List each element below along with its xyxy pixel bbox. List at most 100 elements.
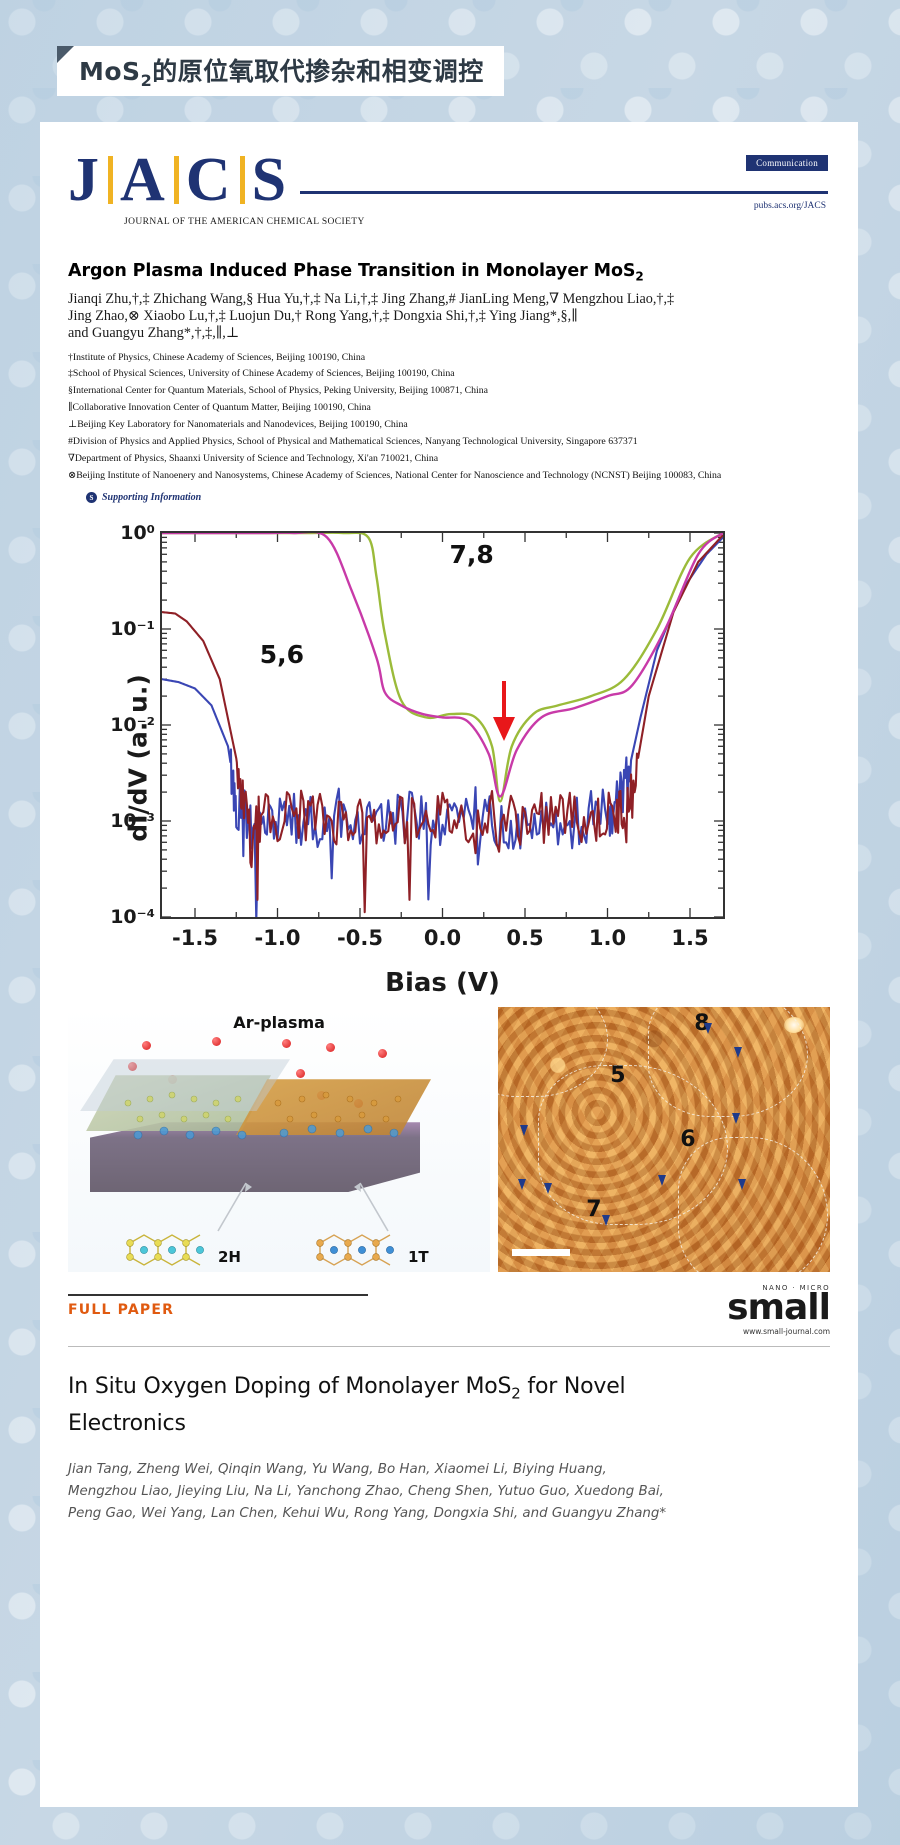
didv-chart: dI/dV (a. u.) 10⁰ 10⁻¹ 10⁻² 10⁻³ 10⁻⁴ -1… bbox=[40, 522, 858, 998]
chart-plot-area: 10⁰ 10⁻¹ 10⁻² 10⁻³ 10⁻⁴ -1.5 -1.0 -0.5 0… bbox=[110, 522, 725, 950]
chart-x-axis-label: Bias (V) bbox=[385, 968, 500, 999]
chart-y-tick: 10⁻³ bbox=[110, 810, 155, 833]
page-title: MoS2的原位氧取代掺杂和相变调控 bbox=[79, 57, 484, 90]
plasma-ion-dot bbox=[212, 1037, 221, 1047]
jacs-divider-bar bbox=[239, 156, 245, 204]
chart-annotation-56: 5,6 bbox=[259, 640, 305, 670]
supporting-info-icon: S bbox=[86, 492, 97, 504]
plasma-ion-dot bbox=[128, 1062, 137, 1072]
chart-y-tick: 10⁻⁴ bbox=[110, 906, 155, 929]
affiliation-item: †Institute of Physics, Chinese Academy o… bbox=[68, 351, 366, 363]
jacs-divider-bar bbox=[108, 156, 113, 204]
jacs-letters: J A C S bbox=[68, 146, 289, 214]
defect-arrow-icon bbox=[738, 1179, 747, 1191]
mos2-1t-lattice bbox=[236, 1079, 431, 1136]
affiliation-item: ∇Department of Physics, Shaanxi Universi… bbox=[68, 452, 439, 464]
chart-series-curve-5 bbox=[162, 536, 723, 918]
banner-corner-accent bbox=[57, 46, 74, 63]
full-paper-label: FULL PAPER bbox=[68, 1302, 175, 1319]
chart-x-tick: -1.5 bbox=[172, 926, 218, 951]
author-list: Jianqi Zhu,†,‡ Zhichang Wang,§ Hua Yu,†,… bbox=[68, 291, 828, 342]
defect-arrow-icon bbox=[544, 1183, 553, 1195]
article-header: Argon Plasma Induced Phase Transition in… bbox=[68, 261, 828, 504]
page-banner: MoS2的原位氧取代掺杂和相变调控 bbox=[57, 46, 504, 96]
article2-author-list: Jian Tang, Zheng Wei, Qinqin Wang, Yu Wa… bbox=[68, 1459, 830, 1525]
legend-2h-label: 2H bbox=[218, 1248, 241, 1267]
ar-plasma-label: Ar-plasma bbox=[233, 1013, 325, 1033]
jacs-url[interactable]: pubs.acs.org/JACS bbox=[753, 201, 826, 211]
paper-sheet: J A C S JOURNAL OF THE AMERICAN CHEMICAL… bbox=[40, 122, 858, 1807]
article2-title: In Situ Oxygen Doping of Monolayer MoS2 … bbox=[68, 1374, 626, 1436]
plasma-ion-dot bbox=[378, 1049, 387, 1059]
plasma-ion-dot bbox=[296, 1069, 305, 1079]
affiliation-item: ‡School of Physical Sciences, University… bbox=[68, 368, 455, 380]
chart-x-tick: -1.0 bbox=[254, 926, 301, 951]
stm-image: 5 6 7 8 bbox=[498, 1007, 830, 1273]
chart-y-tick: 10⁰ bbox=[120, 522, 155, 545]
chart-annotation-78: 7,8 bbox=[449, 540, 494, 570]
jacs-letter-a: A bbox=[120, 146, 167, 214]
affiliation-item: ⊥Beijing Key Laboratory for Nanomaterial… bbox=[68, 419, 408, 431]
jacs-divider-bar bbox=[173, 156, 179, 204]
chart-series-curve-7 bbox=[162, 533, 723, 803]
figure-panel-row: Ar-plasma bbox=[68, 1007, 830, 1273]
plasma-ion-dot bbox=[282, 1039, 291, 1049]
jacs-rule bbox=[300, 191, 828, 194]
affiliation-item: ⊗Beijing Institute of Nanoenery and Nano… bbox=[68, 469, 722, 481]
defect-arrow-icon bbox=[734, 1047, 743, 1059]
chart-curves bbox=[162, 533, 723, 918]
chart-x-tick: 0.0 bbox=[423, 926, 462, 951]
small-journal-url[interactable]: www.small-journal.com bbox=[743, 1327, 830, 1337]
article-title: Argon Plasma Induced Phase Transition in… bbox=[68, 261, 644, 284]
grain-boundary bbox=[678, 1137, 829, 1273]
supporting-info-label: Supporting Information bbox=[102, 492, 202, 504]
grain-boundary bbox=[648, 1007, 809, 1118]
chart-y-tick: 10⁻¹ bbox=[110, 618, 155, 641]
article2-header: In Situ Oxygen Doping of Monolayer MoS2 … bbox=[68, 1372, 830, 1524]
chart-x-tick: 1.0 bbox=[588, 926, 627, 951]
mask-pane bbox=[80, 1059, 290, 1112]
jacs-logo: J A C S bbox=[68, 146, 289, 214]
stm-scale-bar bbox=[512, 1249, 571, 1257]
small-journal-strip: FULL PAPER NANO · MICRO small www.small-… bbox=[68, 1284, 831, 1350]
jacs-letter-c: C bbox=[185, 146, 233, 214]
full-paper-rule bbox=[68, 1294, 368, 1297]
defect-arrow-icon bbox=[658, 1175, 667, 1187]
author-line: Jian Tang, Zheng Wei, Qinqin Wang, Yu Wa… bbox=[68, 1461, 607, 1477]
legend-1t-label: 1T bbox=[408, 1248, 429, 1267]
affiliation-item: §International Center for Quantum Materi… bbox=[68, 385, 489, 397]
schematic-figure: Ar-plasma bbox=[68, 1007, 491, 1273]
chart-x-tick: 1.5 bbox=[671, 926, 709, 951]
small-wordmark: small bbox=[727, 1287, 831, 1329]
defect-arrow-icon bbox=[518, 1179, 527, 1191]
affiliation-item: #Division of Physics and Applied Physics… bbox=[68, 436, 638, 448]
stm-label-7: 7 bbox=[586, 1197, 602, 1223]
nano-micro-label: NANO · MICRO bbox=[762, 1284, 830, 1293]
defect-arrow-icon bbox=[732, 1113, 741, 1125]
defect-arrow-icon bbox=[704, 1023, 713, 1035]
red-arrow-icon bbox=[492, 680, 515, 741]
plasma-ion-dot bbox=[142, 1041, 151, 1051]
plasma-ion-dot bbox=[326, 1043, 335, 1053]
stm-label-5: 5 bbox=[610, 1063, 626, 1089]
supporting-information-link[interactable]: S Supporting Information bbox=[86, 492, 828, 504]
affiliation-list: †Institute of Physics, Chinese Academy o… bbox=[68, 351, 828, 484]
chart-x-tick: -0.5 bbox=[337, 926, 383, 951]
jacs-letter-s: S bbox=[251, 146, 289, 214]
jacs-subtitle: JOURNAL OF THE AMERICAN CHEMICAL SOCIETY bbox=[124, 217, 365, 227]
author-line: Jianqi Zhu,†,‡ Zhichang Wang,§ Hua Yu,†,… bbox=[68, 290, 675, 307]
jacs-letter-j: J bbox=[68, 146, 101, 214]
author-line: Jing Zhao,⊗ Xiaobo Lu,†,‡ Luojun Du,† Ro… bbox=[68, 307, 578, 324]
jacs-masthead: J A C S JOURNAL OF THE AMERICAN CHEMICAL… bbox=[68, 149, 828, 257]
strip-divider bbox=[68, 1346, 830, 1348]
affiliation-item: ∥Collaborative Innovation Center of Quan… bbox=[68, 402, 371, 414]
chart-x-tick: 0.5 bbox=[506, 926, 544, 951]
mos2-2h-lattice bbox=[86, 1075, 271, 1132]
chart-series-curve-8 bbox=[162, 533, 723, 798]
chart-y-tick: 10⁻² bbox=[110, 714, 155, 737]
stm-label-6: 6 bbox=[680, 1127, 696, 1153]
small-journal-logo: NANO · MICRO small www.small-journal.com bbox=[727, 1284, 831, 1337]
chart-series-curve-6 bbox=[162, 534, 723, 914]
defect-arrow-icon bbox=[602, 1215, 611, 1227]
side-view-1t bbox=[316, 1234, 394, 1267]
